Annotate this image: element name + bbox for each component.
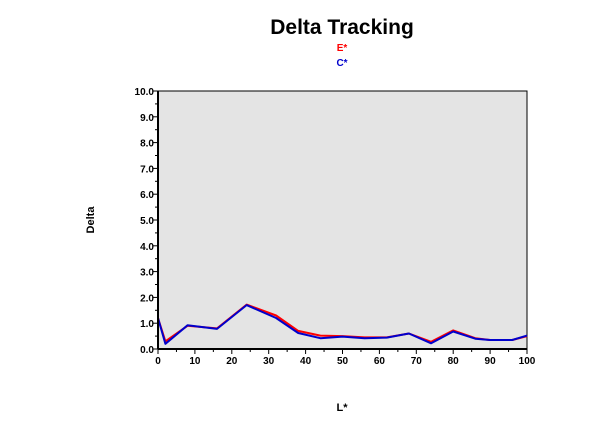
x-tick-label: 60 [374, 356, 386, 367]
chart-title: Delta Tracking [270, 16, 414, 39]
x-tick-label: 40 [300, 356, 312, 367]
x-tick-label: 20 [226, 356, 238, 367]
y-tick-label: 0.0 [140, 345, 154, 356]
plot-area [157, 90, 528, 350]
y-tick-label: 1.0 [140, 319, 154, 330]
y-tick-label: 10.0 [135, 87, 155, 98]
x-tick-label: 30 [263, 356, 275, 367]
x-tick-label: 100 [519, 356, 536, 367]
y-axis-label: Delta [85, 206, 97, 234]
x-tick-label: 90 [485, 356, 497, 367]
legend-entry-c: C* [336, 58, 347, 69]
y-tick-label: 5.0 [140, 216, 154, 227]
series-lines [157, 303, 528, 345]
x-tick-label: 0 [155, 356, 161, 367]
series-line-c [157, 304, 528, 345]
y-tick-label: 7.0 [140, 164, 154, 175]
y-tick-label: 3.0 [140, 268, 154, 279]
legend-entry-e: E* [337, 43, 348, 54]
x-tick-label: 10 [189, 356, 201, 367]
y-tick-label: 2.0 [140, 293, 154, 304]
y-tick-label: 8.0 [140, 139, 154, 150]
x-tick-label: 70 [411, 356, 423, 367]
x-tick-label: 80 [448, 356, 460, 367]
y-tick-label: 4.0 [140, 242, 154, 253]
y-tick-label: 9.0 [140, 113, 154, 124]
x-axis-label: L* [337, 402, 349, 414]
y-tick-label: 6.0 [140, 190, 154, 201]
x-tick-label: 50 [337, 356, 349, 367]
